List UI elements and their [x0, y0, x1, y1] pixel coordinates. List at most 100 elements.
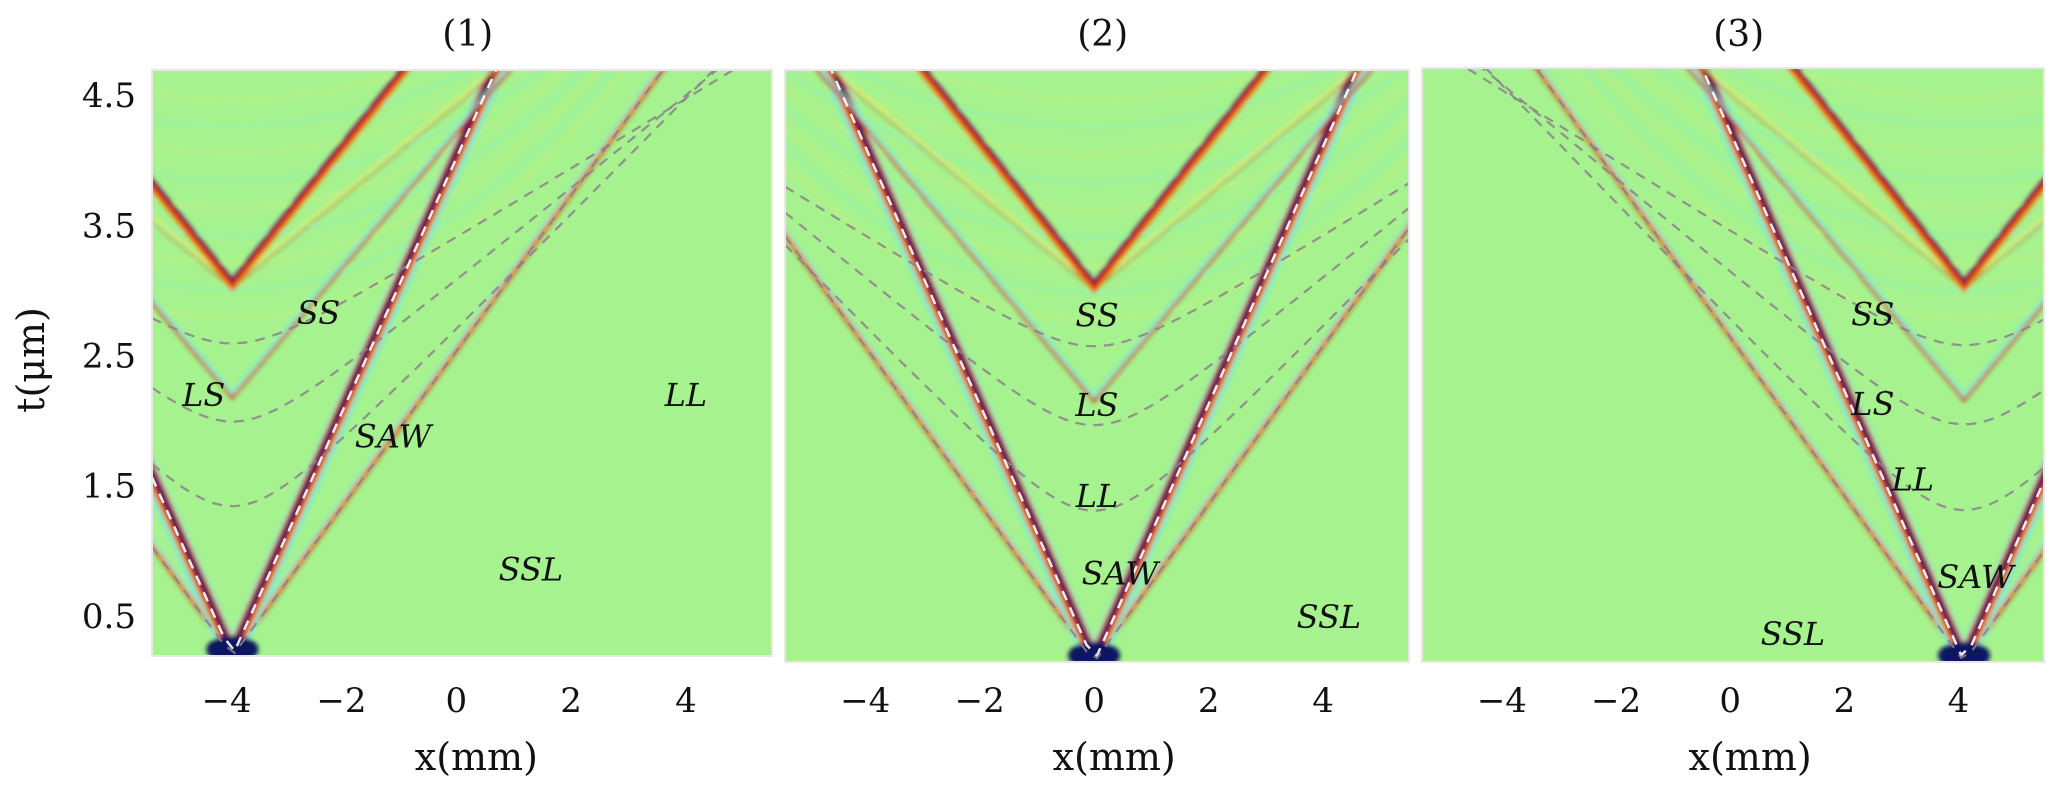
x-tick-label: −2 — [1591, 681, 1641, 721]
x-tick-label: −2 — [316, 681, 366, 721]
wavefront-saw — [1691, 68, 1959, 662]
arrival-curve-ll — [785, 238, 1409, 512]
wavefront-ls — [152, 295, 234, 395]
x-tick-label: 2 — [1198, 681, 1220, 721]
x-tick-label: −4 — [202, 681, 252, 721]
arrival-curve-saw — [152, 70, 498, 654]
arrival-curve-ss — [152, 70, 736, 345]
x-tick-label: 0 — [1083, 681, 1105, 721]
wavefront-saw-reflect — [152, 187, 234, 292]
wavefield — [785, 70, 1409, 662]
wavefront-ss — [230, 70, 496, 285]
wave-label-ls: LS — [1074, 386, 1118, 424]
reflection-ripple — [152, 70, 474, 128]
wavefront-ss — [1697, 68, 1966, 290]
wave-label-ss: SS — [1851, 295, 1894, 333]
panel-title: (1) — [442, 14, 493, 55]
wavefront-ss — [231, 70, 501, 289]
arrival-curve-ssl — [1534, 68, 2044, 660]
wavefront-saw-reflect — [1092, 70, 1272, 294]
reflection-ripple — [1724, 68, 2044, 126]
x-axis-label: x(mm) — [415, 735, 538, 779]
wave-label-ssl: SSL — [1297, 598, 1362, 636]
arrival-curve-ss — [1464, 68, 2044, 347]
panel-title: (2) — [1077, 14, 1128, 55]
wave-label-ssl: SSL — [1761, 615, 1826, 653]
panel-frame — [1421, 67, 2045, 663]
wavefront-saw-reflect — [152, 180, 235, 288]
reflection-ripple — [1612, 68, 2044, 237]
wavefront-ssl — [230, 70, 660, 651]
wavefront-saw-reflect — [1787, 68, 1966, 293]
x-tick-label: 4 — [1312, 681, 1334, 721]
wavefront-ls — [1690, 68, 1966, 397]
wavefront-ssl — [1092, 218, 1409, 657]
x-tick-label: 0 — [445, 681, 467, 721]
reflection-ripple — [152, 70, 627, 319]
arrival-curve-ll — [1484, 68, 2044, 512]
wavefront-saw — [238, 70, 507, 656]
wave-label-saw: SAW — [355, 418, 435, 456]
arrival-curve-saw — [829, 70, 1359, 658]
reflection-ripple — [785, 139, 1409, 294]
wave-label-ssl: SSL — [499, 550, 564, 588]
wavefront-ss — [1092, 70, 1357, 287]
wavefront-saw-reflect — [230, 70, 411, 292]
x-tick-label: 2 — [560, 681, 582, 721]
arrival-curve-ll — [152, 70, 716, 508]
x-tick-label: −4 — [1477, 681, 1527, 721]
wavefront-saw — [152, 490, 227, 656]
arrival-curve-ssl — [785, 227, 1409, 660]
x-tick-label: −2 — [955, 681, 1005, 721]
wavefront-ls — [230, 70, 508, 395]
reflection-ripple — [785, 70, 1405, 183]
wave-label-ll: LL — [1075, 477, 1119, 515]
wavefront-ls — [1092, 70, 1369, 398]
reflection-ripple — [1583, 68, 2044, 293]
reflection-ripple — [853, 70, 1335, 128]
source-spot — [1068, 641, 1121, 662]
wave-label-ll: LL — [1891, 460, 1935, 498]
reflection-ripple — [152, 70, 616, 292]
wavefront-ls — [1962, 301, 2044, 402]
x-tick-label: 4 — [675, 681, 697, 721]
reflection-ripple — [813, 70, 1375, 156]
wavefront-ls — [815, 70, 1096, 403]
panel-frame — [784, 69, 1410, 663]
wavefront-ssl — [785, 230, 1096, 661]
arrival-curve-ssl — [152, 70, 665, 655]
wave-label-ss: SS — [1075, 297, 1118, 335]
wavefront-ss — [831, 70, 1096, 287]
wavefront-saw — [235, 70, 505, 656]
panel-2: SS LS LL SAW SSL (2) −4 −2 0 2 4 x(mm) — [784, 14, 1410, 779]
x-tick-label: 0 — [1719, 681, 1741, 721]
wavefront-ssl — [1539, 68, 1966, 657]
x-axis-label: x(mm) — [1053, 735, 1176, 779]
wavefront-ls — [1686, 68, 1966, 402]
y-tick-label: 0.5 — [82, 597, 136, 637]
wavefront-saw-reflect — [1789, 68, 1967, 289]
y-tick-label: 1.5 — [82, 467, 136, 507]
wavefront-saw — [152, 483, 230, 656]
wavefront-saw-reflect — [1962, 186, 2044, 293]
wavefront-saw — [1096, 70, 1366, 662]
wavefront-saw-reflect — [229, 70, 408, 288]
wavefront-saw-reflect — [916, 70, 1096, 294]
y-axis-label: t(μm) — [9, 307, 53, 413]
wavefront-saw-reflect — [919, 70, 1097, 290]
wavefront-ss — [1702, 68, 1966, 286]
reflection-ripple — [152, 70, 416, 100]
panel-frame — [151, 69, 773, 657]
wavefront-ls — [230, 70, 513, 400]
wavefront-saw — [1966, 486, 2044, 662]
wavefront-saw — [821, 70, 1089, 662]
y-tick-label: 3.5 — [82, 206, 136, 246]
arrival-curve-saw — [1700, 68, 2044, 658]
wavefront-saw — [1694, 68, 1962, 662]
wave-label-saw: SAW — [1937, 558, 2017, 596]
wavefront-ss — [826, 70, 1096, 292]
wavefront-ssl — [785, 226, 1096, 657]
y-tick-label: 2.5 — [82, 336, 136, 376]
y-tick-label: 4.5 — [82, 76, 136, 116]
reflection-ripple — [1782, 68, 2044, 99]
